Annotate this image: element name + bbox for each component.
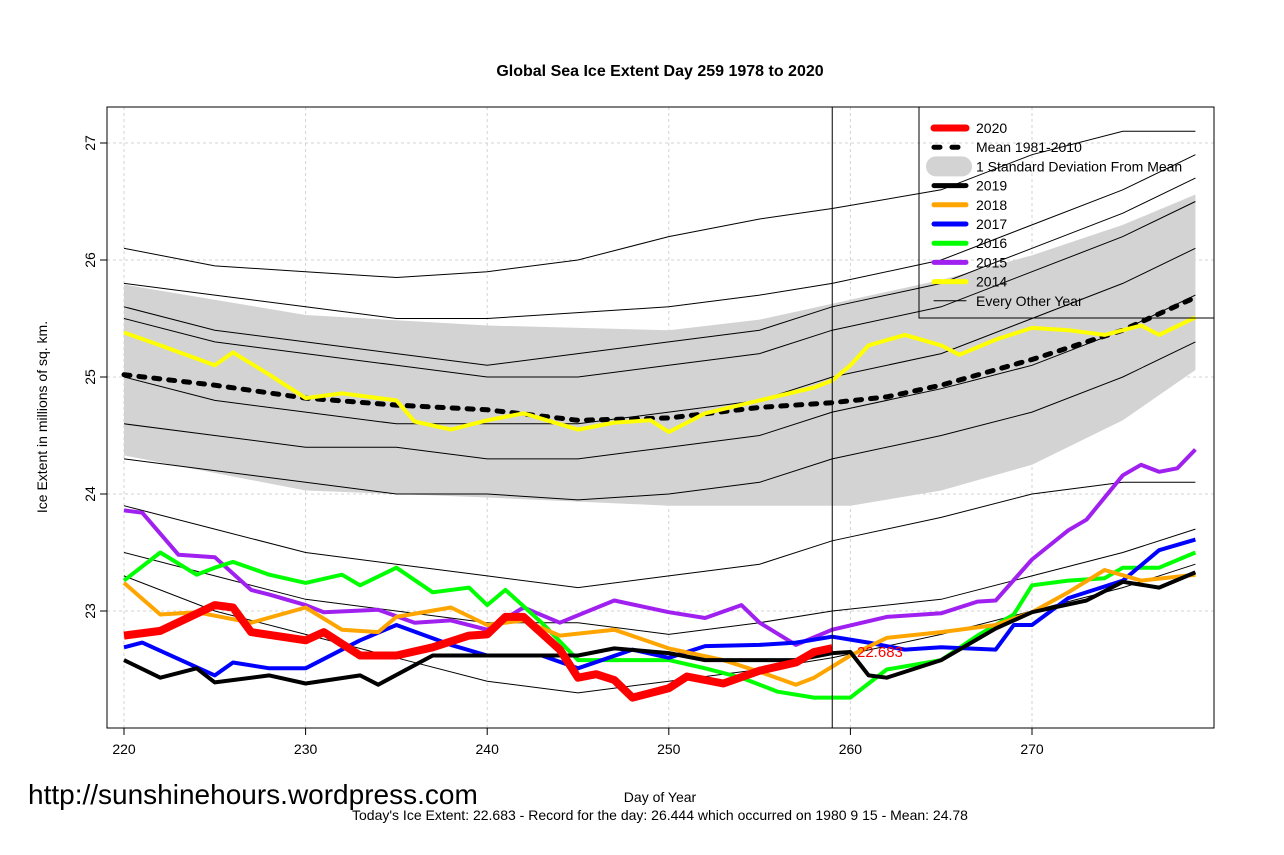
other-year-line	[123, 481, 1196, 589]
other-year-line	[123, 130, 1196, 279]
series-line-2015	[123, 448, 1197, 647]
y-tick-label: 23	[82, 603, 98, 619]
y-tick-label: 27	[82, 135, 98, 151]
sd-band	[124, 194, 1196, 506]
x-axis-label: Day of Year	[624, 789, 697, 805]
other-year-line	[123, 154, 1196, 319]
y-tick-label: 25	[82, 369, 98, 385]
other-year-line	[123, 201, 1196, 378]
y-axis-label: Ice Extent in millions of sq. km.	[34, 321, 50, 513]
other-years-lines	[123, 130, 1196, 694]
watermark: http://sunshinehours.wordpress.com	[28, 779, 478, 810]
legend-label: 2020	[976, 120, 1007, 136]
legend: 2020 Mean 1981-2010 1 Standard Deviation F…	[918, 106, 1215, 319]
legend-box	[918, 106, 1215, 319]
legend-label: 2016	[976, 235, 1007, 251]
legend-label: 2015	[976, 254, 1007, 270]
y-tick-label: 24	[82, 486, 98, 502]
y-tick-label: 26	[82, 252, 98, 268]
year-series	[122, 315, 1197, 702]
other-year-line	[123, 341, 1196, 501]
legend-label: 2014	[976, 274, 1007, 290]
chart-title: Global Sea Ice Extent Day 259 1978 to 20…	[496, 63, 823, 80]
axes: 220 230 240 250 260 270 23 24 25 26 27	[82, 106, 1215, 757]
x-tick-label: 230	[294, 741, 318, 757]
x-tick-label: 220	[112, 741, 136, 757]
subtitle: Today's Ice Extent: 22.683 - Record for …	[352, 807, 968, 823]
x-tick-label: 250	[657, 741, 681, 757]
current-value-label: 22.683	[857, 644, 903, 661]
series-line-2016	[122, 550, 1197, 700]
series-line-2017	[123, 537, 1196, 678]
plot-frame	[106, 106, 1215, 729]
other-year-line	[123, 528, 1196, 635]
x-tick-label: 240	[476, 741, 500, 757]
legend-label: Mean 1981-2010	[976, 139, 1082, 155]
series-line-2014	[123, 315, 1197, 434]
x-tick-label: 270	[1020, 741, 1044, 757]
legend-swatch	[926, 156, 972, 177]
legend-label: 2017	[976, 216, 1007, 232]
other-year-line	[123, 294, 1196, 460]
series-line-2020	[123, 601, 834, 702]
legend-label: 1 Standard Deviation From Mean	[976, 158, 1182, 174]
sd-band-area	[124, 194, 1196, 506]
other-year-line	[123, 177, 1196, 366]
series-line-2019	[123, 570, 1197, 687]
x-tick-label: 260	[839, 741, 863, 757]
legend-label: Every Other Year	[976, 293, 1083, 309]
legend-label: 2018	[976, 197, 1007, 213]
legend-label: 2019	[976, 178, 1007, 194]
